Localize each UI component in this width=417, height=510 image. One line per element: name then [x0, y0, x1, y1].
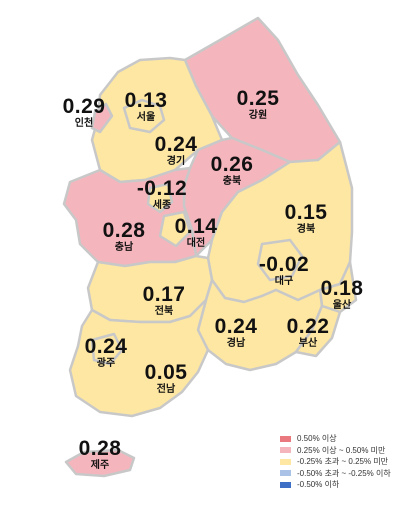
- label-gyeonggi: 0.24 경기: [155, 134, 198, 167]
- label-sejong: -0.12 세종: [137, 178, 187, 211]
- name-busan: 부산: [298, 338, 318, 349]
- label-chungnam: 0.28 충남: [103, 220, 146, 253]
- region-jeonnam[interactable]: [68, 298, 210, 418]
- legend-label: -0.25% 초과 ~ 0.25% 미만: [297, 457, 389, 466]
- value-jeju: 0.28: [78, 437, 122, 460]
- value-gyeongbuk: 0.15: [284, 201, 328, 224]
- legend-swatch: [280, 470, 291, 477]
- label-busan: 0.22 부산: [287, 316, 330, 349]
- value-ulsan: 0.18: [320, 277, 364, 300]
- region-seoul[interactable]: [122, 98, 166, 134]
- value-gyeongnam: 0.24: [214, 315, 258, 338]
- name-daejeon: 대전: [186, 238, 206, 249]
- label-seoul: 0.13 서울: [125, 90, 168, 123]
- value-incheon: 0.29: [62, 95, 106, 118]
- name-gyeongnam: 경남: [226, 338, 246, 349]
- legend-swatch: [280, 458, 291, 465]
- value-chungnam: 0.28: [102, 219, 146, 242]
- legend-label: 0.25% 이상 ~ 0.50% 미만: [297, 445, 386, 455]
- name-jeonnam: 전남: [156, 384, 176, 395]
- label-gangwon: 0.25 강원: [237, 88, 280, 121]
- legend-item: 0.50% 이상: [280, 433, 391, 445]
- value-daegu: -0.02: [258, 253, 310, 276]
- legend-swatch: [280, 481, 291, 488]
- name-jeonbuk: 전북: [154, 306, 174, 317]
- label-jeju: 0.28 제주: [79, 438, 122, 471]
- value-busan: 0.22: [286, 315, 330, 338]
- legend-label: 0.50% 이상: [297, 434, 337, 443]
- name-seoul: 서울: [136, 112, 156, 123]
- value-sejong: -0.12: [136, 177, 188, 200]
- name-daegu: 대구: [274, 276, 294, 287]
- value-jeonbuk: 0.17: [142, 283, 186, 306]
- name-gangwon: 강원: [248, 110, 268, 121]
- label-ulsan: 0.18 울산: [321, 278, 364, 311]
- value-daejeon: 0.14: [174, 215, 218, 238]
- label-jeonnam: 0.05 전남: [145, 362, 188, 395]
- name-sejong: 세종: [152, 200, 172, 211]
- legend-item: -0.50% 이하: [280, 479, 391, 491]
- legend-item: -0.25% 초과 ~ 0.25% 미만: [280, 456, 391, 468]
- region-daejeon[interactable]: [158, 210, 192, 248]
- legend: 0.50% 이상 0.25% 이상 ~ 0.50% 미만 -0.25% 초과 ~…: [280, 433, 391, 491]
- value-gwangju: 0.24: [84, 335, 128, 358]
- region-gwangju[interactable]: [90, 332, 124, 366]
- name-jeju: 제주: [90, 460, 110, 471]
- label-gwangju: 0.24 광주: [85, 336, 128, 369]
- name-gyeongbuk: 경북: [296, 224, 316, 235]
- legend-label: -0.50% 이하: [297, 480, 340, 489]
- name-chungnam: 충남: [114, 242, 134, 253]
- label-gyeongnam: 0.24 경남: [215, 316, 258, 349]
- value-jeonnam: 0.05: [144, 361, 188, 384]
- region-busan[interactable]: [294, 304, 342, 358]
- value-seoul: 0.13: [124, 89, 168, 112]
- label-jeonbuk: 0.17 전북: [143, 284, 186, 317]
- label-incheon: 0.29 인천: [63, 96, 106, 129]
- name-ulsan: 울산: [332, 300, 352, 311]
- region-incheon[interactable]: [90, 102, 114, 134]
- legend-label: -0.50% 초과 ~ -0.25% 이하: [297, 468, 391, 478]
- value-chungbuk: 0.26: [210, 153, 254, 176]
- label-gyeongbuk: 0.15 경북: [285, 202, 328, 235]
- name-gyeonggi: 경기: [166, 156, 186, 167]
- region-daegu[interactable]: [256, 238, 304, 282]
- label-daegu: -0.02 대구: [259, 254, 309, 287]
- value-gyeonggi: 0.24: [154, 133, 198, 156]
- name-incheon: 인천: [74, 118, 94, 129]
- region-sejong[interactable]: [146, 182, 174, 214]
- value-gangwon: 0.25: [236, 87, 280, 110]
- legend-item: 0.25% 이상 ~ 0.50% 미만: [280, 445, 391, 457]
- name-gwangju: 광주: [96, 358, 116, 369]
- region-jeju[interactable]: [64, 448, 136, 478]
- label-chungbuk: 0.26 충북: [211, 154, 254, 187]
- legend-item: -0.50% 초과 ~ -0.25% 이하: [280, 468, 391, 480]
- legend-swatch: [280, 435, 291, 442]
- name-chungbuk: 충북: [222, 176, 242, 187]
- legend-swatch: [280, 447, 291, 454]
- label-daejeon: 0.14 대전: [175, 216, 218, 249]
